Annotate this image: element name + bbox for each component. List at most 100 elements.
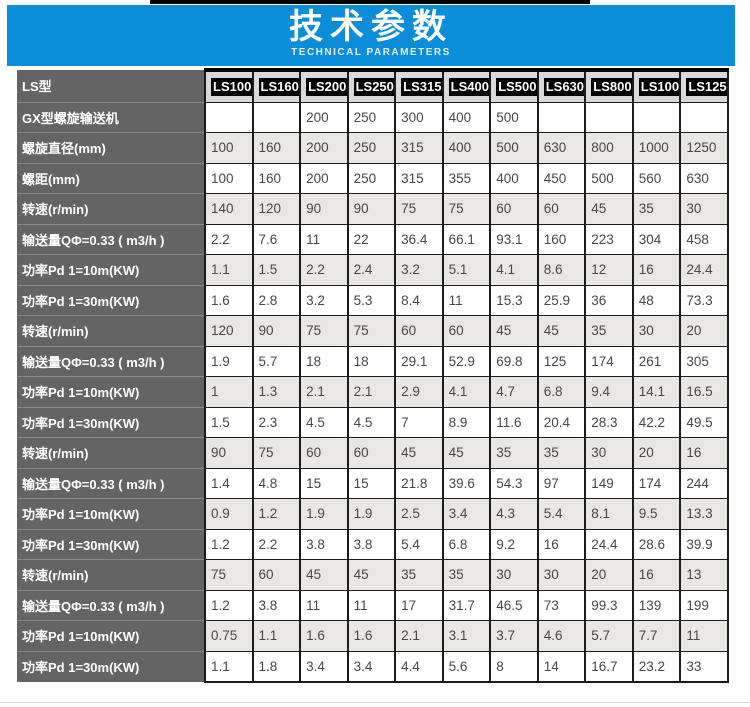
value-cell: 199 xyxy=(679,589,729,621)
model-badge: LS200 xyxy=(306,77,347,96)
value-cell: 66.1 xyxy=(441,223,491,255)
spec-table: LS型 LS100 LS160 LS200 LS250 LS315 LS400 LS500 LS… xyxy=(17,68,729,683)
value-cell: 3.4 xyxy=(299,650,349,683)
value-cell: 45 xyxy=(584,193,634,225)
model-badge: LS250 xyxy=(353,77,395,96)
value-cell: 30 xyxy=(489,559,539,591)
value-cell: 160 xyxy=(251,132,301,164)
value-cell: 25.9 xyxy=(536,284,586,316)
value-cell: 16.7 xyxy=(584,650,634,683)
value-cell: 24.4 xyxy=(679,254,729,286)
value-cell: 52.9 xyxy=(441,345,491,377)
param-label: 功率Pd 1=30m(KW) xyxy=(17,529,205,560)
param-label: 螺距(mm) xyxy=(17,163,205,194)
value-cell: 46.5 xyxy=(489,589,539,621)
value-cell: 35 xyxy=(536,437,586,469)
model-badge: LS100 xyxy=(211,77,252,96)
value-cell: 2.1 xyxy=(299,376,349,408)
value-cell: 1.6 xyxy=(346,620,396,652)
value-cell: 1.2 xyxy=(251,498,301,530)
value-cell: 5.1 xyxy=(441,254,491,286)
value-cell: 458 xyxy=(679,223,729,255)
value-cell: 160 xyxy=(251,162,301,194)
value-cell: 630 xyxy=(536,132,586,164)
param-label: GX型螺旋输送机 xyxy=(17,102,205,133)
value-cell: 75 xyxy=(251,437,301,469)
model-header-cell: LS630 xyxy=(536,68,586,103)
value-cell: 42.2 xyxy=(631,406,681,438)
value-cell: 30 xyxy=(536,559,586,591)
table-row: 螺距(mm) 100 160 200 250 315 355 400 450 500 560 630 xyxy=(17,162,729,194)
param-label: 输送量QΦ=0.33 ( m3/h ) xyxy=(17,224,205,255)
value-cell: 31.7 xyxy=(441,589,491,621)
table-row: 功率Pd 1=30m(KW) 1.1 1.8 3.4 3.4 4.4 5.6 8 14 16.7 2… xyxy=(17,650,729,683)
value-cell: 8.6 xyxy=(536,254,586,286)
value-cell: 200 xyxy=(299,132,349,164)
value-cell: 35 xyxy=(441,559,491,591)
param-label: 功率Pd 1=30m(KW) xyxy=(17,651,205,682)
value-cell: 99.3 xyxy=(584,589,634,621)
value-cell: 315 xyxy=(394,132,444,164)
value-cell: 400 xyxy=(489,162,539,194)
value-cell: 5.7 xyxy=(584,620,634,652)
table-row: 输送量QΦ=0.33 ( m3/h ) 1.2 3.8 11 11 17 31.7 46.5 7… xyxy=(17,589,729,621)
value-cell: 45 xyxy=(299,559,349,591)
value-cell: 3.2 xyxy=(394,254,444,286)
value-cell: 48 xyxy=(631,284,681,316)
value-cell: 261 xyxy=(631,345,681,377)
value-cell: 1.1 xyxy=(204,254,254,286)
param-label: 功率Pd 1=10m(KW) xyxy=(17,254,205,286)
value-cell: 1.3 xyxy=(251,376,301,408)
value-cell: 6.8 xyxy=(536,376,586,408)
value-cell: 1.9 xyxy=(346,498,396,530)
param-label: 功率Pd 1=30m(KW) xyxy=(17,407,205,438)
value-cell: 90 xyxy=(299,193,349,225)
value-cell: 16 xyxy=(536,528,586,560)
param-label: 转速(r/min) xyxy=(17,559,205,591)
model-header-cell: LS500 xyxy=(489,68,539,103)
value-cell: 20 xyxy=(631,437,681,469)
value-cell: 29.1 xyxy=(394,345,444,377)
value-cell: 1.5 xyxy=(204,406,254,438)
value-cell: 149 xyxy=(584,467,634,499)
value-cell: 11.6 xyxy=(489,406,539,438)
table-row: 转速(r/min) 90 75 60 60 45 45 35 35 30 20 16 xyxy=(17,437,729,469)
value-cell: 1.2 xyxy=(204,528,254,560)
model-badge: LS630 xyxy=(543,77,585,96)
param-label: 输送量QΦ=0.33 ( m3/h ) xyxy=(17,346,205,377)
value-cell: 4.5 xyxy=(299,406,349,438)
param-label: 功率Pd 1=10m(KW) xyxy=(17,498,205,530)
value-cell: 400 xyxy=(441,101,491,133)
page-title: 技术参数 xyxy=(289,8,453,46)
model-badge: LS800 xyxy=(591,77,632,96)
table-header-row: LS型 LS100 LS160 LS200 LS250 LS315 LS400 LS500 LS… xyxy=(17,68,729,103)
value-cell: 60 xyxy=(394,315,444,347)
value-cell: 60 xyxy=(299,437,349,469)
table-row: 功率Pd 1=30m(KW) 1.6 2.8 3.2 5.3 8.4 11 15.3 25.9 3… xyxy=(17,284,729,316)
bottom-divider xyxy=(0,702,750,703)
value-cell: 15.3 xyxy=(489,284,539,316)
value-cell: 8.9 xyxy=(441,406,491,438)
page-subtitle: TECHNICAL PARAMETERS xyxy=(291,47,451,58)
value-cell: 200 xyxy=(299,162,349,194)
table-row: 输送量QΦ=0.33 ( m3/h ) 1.9 5.7 18 18 29.1 52.9 69.… xyxy=(17,345,729,377)
value-cell: 11 xyxy=(679,620,729,652)
value-cell: 1.5 xyxy=(251,254,301,286)
value-cell xyxy=(536,101,586,133)
value-cell xyxy=(251,101,301,133)
value-cell: 630 xyxy=(679,162,729,194)
value-cell: 60 xyxy=(346,437,396,469)
value-cell: 7.6 xyxy=(251,223,301,255)
value-cell xyxy=(679,101,729,133)
param-label: 螺旋直径(mm) xyxy=(17,132,205,164)
value-cell: 20 xyxy=(584,559,634,591)
value-cell: 45 xyxy=(441,437,491,469)
value-cell: 90 xyxy=(251,315,301,347)
value-cell: 18 xyxy=(346,345,396,377)
value-cell: 1000 xyxy=(631,132,681,164)
value-cell: 39.6 xyxy=(441,467,491,499)
value-cell: 14.1 xyxy=(631,376,681,408)
value-cell: 8.1 xyxy=(584,498,634,530)
value-cell: 0.9 xyxy=(204,498,254,530)
